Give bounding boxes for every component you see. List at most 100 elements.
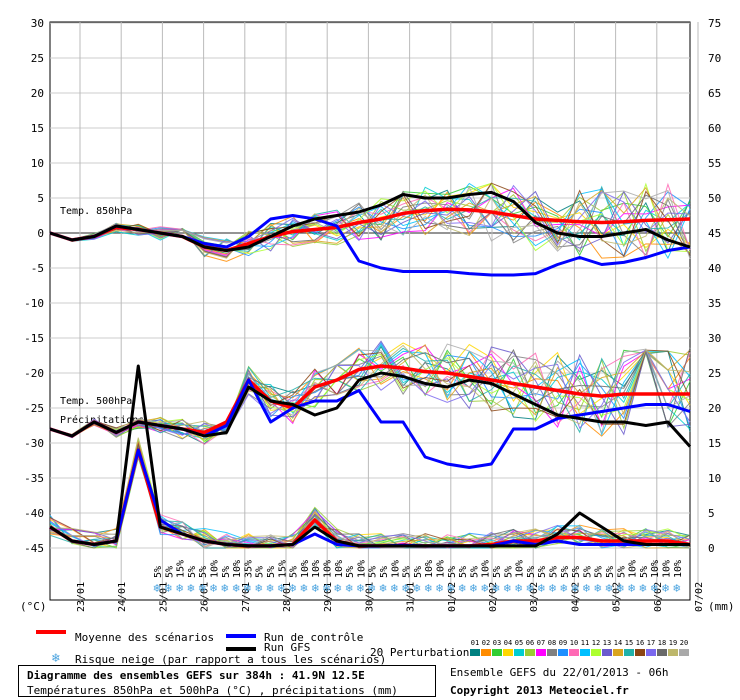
snow-risk-value: 5% xyxy=(526,566,537,578)
annotation-label: Temp. 500hPa xyxy=(60,396,132,407)
snow-risk-value: 10% xyxy=(323,560,334,578)
snow-risk-value: 5% xyxy=(549,566,560,578)
snow-risk-icon: ❄ xyxy=(673,581,680,595)
y-left-tick: -10 xyxy=(24,297,44,310)
snow-risk-icon: ❄ xyxy=(549,581,556,595)
x-date-label: 29/01 xyxy=(323,582,334,612)
x-date-label: 25/01 xyxy=(158,582,169,612)
series-2-t850 xyxy=(49,190,691,252)
snow-risk-icon: ❄ xyxy=(244,581,251,595)
legend-snow-label: Risque neige (par rapport a tous les scé… xyxy=(75,653,387,666)
y-left-tick: 30 xyxy=(31,17,44,30)
snow-risk-icon: ❄ xyxy=(232,581,239,595)
perturbation-swatch xyxy=(470,649,480,656)
perturbation-line xyxy=(49,191,691,258)
y-right-tick: 75 xyxy=(708,17,721,30)
snow-risk-value: 10% xyxy=(334,560,345,578)
y-right-unit: (mm) xyxy=(708,600,735,613)
perturbation-swatch xyxy=(514,649,524,656)
snow-risk-icon: ❄ xyxy=(165,581,172,595)
snow-risk-icon: ❄ xyxy=(571,581,578,595)
perturbation-line xyxy=(49,186,691,254)
x-date-label: 04/02 xyxy=(570,582,581,612)
x-date-label: 23/01 xyxy=(76,582,87,612)
footer-title: Diagramme des ensembles GEFS sur 384h : … xyxy=(27,669,365,682)
perturbation-line xyxy=(49,182,691,258)
snow-risk-icon: ❄ xyxy=(221,581,228,595)
perturbation-swatch xyxy=(547,649,557,656)
snow-risk-icon: ❄ xyxy=(504,581,511,595)
snow-risk-icon: ❄ xyxy=(334,581,341,595)
perturbation-number: 05 xyxy=(514,639,524,647)
perturbation-swatch xyxy=(679,649,689,656)
perturbation-number: 06 xyxy=(525,639,535,647)
perturbation-number: 04 xyxy=(503,639,513,647)
perturbation-number: 01 xyxy=(470,639,480,647)
y-left-tick: 5 xyxy=(37,192,44,205)
snow-risk-value: 5% xyxy=(503,566,514,578)
x-date-label: 06/02 xyxy=(653,582,664,612)
snow-risk-icon: ❄ xyxy=(210,581,217,595)
snowflake-icon: ❄ xyxy=(52,651,60,666)
y-right-tick: 60 xyxy=(708,122,721,135)
snow-risk-icon: ❄ xyxy=(312,581,319,595)
snow-risk-value: 5% xyxy=(413,566,424,578)
snow-risk-icon: ❄ xyxy=(391,581,398,595)
snow-risk-value: 5% xyxy=(221,566,232,578)
snow-risk-icon: ❄ xyxy=(345,581,352,595)
snow-risk-icon: ❄ xyxy=(323,581,330,595)
snow-risk-value: 5% xyxy=(571,566,582,578)
y-right-tick: 30 xyxy=(708,332,721,345)
snow-risk-icon: ❄ xyxy=(594,581,601,595)
perturbation-swatch xyxy=(525,649,535,656)
y-left-tick: 25 xyxy=(31,52,44,65)
annotation-label: Précipitations xyxy=(60,414,144,426)
y-left-tick: -25 xyxy=(24,402,44,415)
perturbation-line xyxy=(49,343,691,437)
snow-risk-value: 10% xyxy=(436,560,447,578)
perturbation-number: 16 xyxy=(635,639,645,647)
y-left-tick: -35 xyxy=(24,472,44,485)
snow-risk-icon: ❄ xyxy=(662,581,669,595)
snow-risk-icon: ❄ xyxy=(538,581,545,595)
perturbation-number: 15 xyxy=(624,639,634,647)
snow-risk-icon: ❄ xyxy=(153,581,160,595)
perturbation-number: 07 xyxy=(536,639,546,647)
legend-gfs-label: Run GFS xyxy=(264,641,311,654)
snow-risk-value: 15% xyxy=(277,560,288,578)
perturbation-swatch xyxy=(646,649,656,656)
snow-risk-icon: ❄ xyxy=(255,581,262,595)
snow-risk-value: 10% xyxy=(356,560,367,578)
perturbation-number: 09 xyxy=(558,639,568,647)
perturbation-swatch xyxy=(613,649,623,656)
snow-risk-icon: ❄ xyxy=(199,581,206,595)
snow-risk-icon: ❄ xyxy=(413,581,420,595)
snow-risk-value: 5% xyxy=(402,566,413,578)
snow-risk-icon: ❄ xyxy=(560,581,567,595)
snow-risk-value: 10% xyxy=(210,560,221,578)
y-left-tick: 10 xyxy=(31,157,44,170)
snow-risk-icon: ❄ xyxy=(187,581,194,595)
perturbation-swatch xyxy=(503,649,513,656)
snow-risk-value: 5% xyxy=(153,566,164,578)
legend-perturb-label: 20 Perturbations xyxy=(370,646,476,659)
snow-risk-icon: ❄ xyxy=(289,581,296,595)
snow-risk-icon: ❄ xyxy=(481,581,488,595)
x-date-label: 26/01 xyxy=(200,582,211,612)
series-2-t500 xyxy=(49,371,692,448)
snow-risk-icon: ❄ xyxy=(447,581,454,595)
snow-risk-icon: ❄ xyxy=(278,581,285,595)
perturbation-swatch xyxy=(657,649,667,656)
legend-control-label: Run de contrôle xyxy=(264,631,364,644)
snow-risk-value: 5% xyxy=(198,566,209,578)
snow-risk-icon: ❄ xyxy=(436,581,443,595)
perturbation-line xyxy=(49,340,691,438)
snow-risk-icon: ❄ xyxy=(470,581,477,595)
snow-risk-value: 10% xyxy=(232,560,243,578)
x-date-label: 07/02 xyxy=(694,582,705,612)
x-date-label: 27/01 xyxy=(241,582,252,612)
y-right-tick: 0 xyxy=(708,542,715,555)
y-right-tick: 20 xyxy=(708,402,721,415)
y-right-tick: 5 xyxy=(708,507,715,520)
y-right-tick: 45 xyxy=(708,227,721,240)
